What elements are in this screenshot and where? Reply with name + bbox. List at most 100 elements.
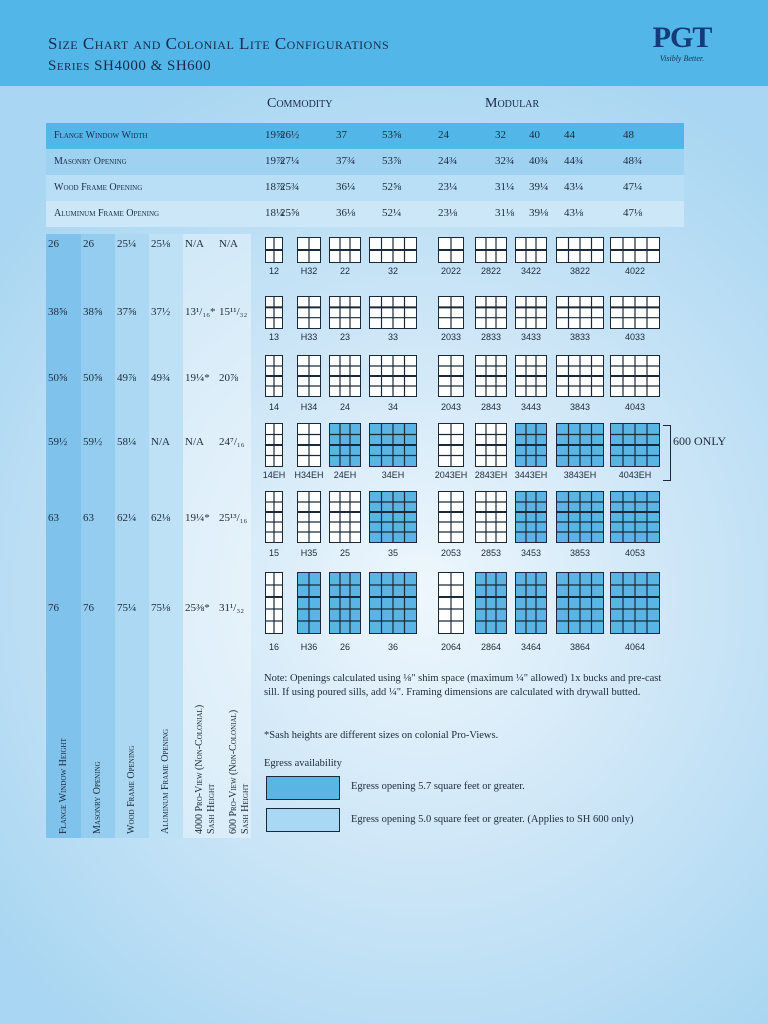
height-cell: 63 [83,512,94,524]
window-diagram [438,355,464,397]
height-cell: 76 [83,602,94,614]
window-diagram [297,237,321,263]
height-column: N/A 15¹¹/₃₂ 20⅞ 24⁷/₁₆ 25¹³/₁₆ 31¹/₃₂ 600 Pro-… [217,234,251,838]
egress-swatch-57 [266,776,340,800]
height-column: 25⅛ 37½ 49¾ N/A 62⅛ 75⅛ Aluminum Frame Opening [149,234,183,838]
window-code: 2853 [480,548,502,558]
window-code: 3843 [569,402,591,412]
width-cell: 19⅞ [265,155,285,167]
height-cell: 49¾ [151,372,171,384]
height-cell: 38⅝ [48,306,68,318]
window-code: 14EH [262,470,286,480]
height-cell: 25¹³/₁₆ [219,512,248,524]
window-diagram [515,423,547,467]
height-cell: N/A [185,436,204,448]
window-code: 3422 [520,266,542,276]
window-diagram [475,572,507,634]
height-cell: N/A [219,238,238,250]
window-code: 3864 [569,642,591,652]
height-cell: 38⅝ [83,306,103,318]
width-cell: 31⅛ [495,207,515,219]
window-diagram [265,237,283,263]
window-code: 2864 [480,642,502,652]
window-diagram [265,355,283,397]
window-diagram [329,296,361,329]
window-code: 13 [268,332,279,342]
window-code: H34 [300,402,318,412]
window-diagram [369,355,417,397]
height-cell: N/A [185,238,204,250]
width-cell: 32 [495,129,506,141]
height-cell: 13¹/₁₆* [185,306,216,318]
window-diagram [556,296,604,329]
width-cell: 40¾ [529,155,549,167]
window-diagram [329,572,361,634]
window-diagram [556,423,604,467]
window-code: 4053 [624,548,646,558]
header-bar [0,0,768,86]
window-code: 4033 [624,332,646,342]
width-row: Masonry Opening 19⅞ 27¼ 37¾ 53⅞ 24¾ 32¾ 40¾ 44¾ 4… [46,149,684,175]
window-code: 3433 [520,332,542,342]
width-cell: 18⅞ [265,181,285,193]
height-cell: 75¼ [117,602,137,614]
height-cell: 26 [48,238,59,250]
window-code: 34EH [381,470,405,480]
width-cell: 53⅝ [382,129,402,141]
width-cell: 47¼ [623,181,643,193]
window-code: 2043 [440,402,462,412]
window-code: 23 [339,332,350,342]
window-diagram [610,296,660,329]
window-code: 15 [268,548,279,558]
height-cell: 37½ [151,306,171,318]
window-diagram [475,423,507,467]
window-diagram [610,237,660,263]
window-diagram [265,491,283,543]
window-code: 25 [339,548,350,558]
window-diagram [265,296,283,329]
width-row-label: Wood Frame Opening [54,182,143,193]
window-diagram [610,423,660,467]
window-code: 26 [339,642,350,652]
window-code: 4043 [624,402,646,412]
window-diagram [329,237,361,263]
window-code: 4043EH [618,470,652,480]
width-cell: 27¼ [280,155,300,167]
height-cell: 15¹¹/₃₂ [219,306,248,318]
width-table: Flange Window Width 19⅝ 26½ 37 53⅝ 24 32 40 44 48… [46,123,684,227]
only-bracket [663,425,671,481]
window-code: 2843EH [474,470,508,480]
window-diagram [475,491,507,543]
only-label: 600 ONLY [673,434,727,448]
window-diagram [610,355,660,397]
width-cell: 24¾ [438,155,458,167]
window-diagram [297,355,321,397]
width-row: Aluminum Frame Opening 18¼ 25⅝ 36⅛ 52¼ 23⅛ 31⅛… [46,201,684,227]
window-diagram [369,423,417,467]
window-code: 3464 [520,642,542,652]
window-diagram [475,355,507,397]
window-code: H34EH [294,470,324,480]
window-diagram [297,491,321,543]
window-code: H32 [300,266,318,276]
width-cell: 48 [623,129,634,141]
window-diagram [329,423,361,467]
window-code: 24 [339,402,350,412]
window-diagram [556,491,604,543]
window-code: 16 [268,642,279,652]
window-diagram [610,572,660,634]
window-diagram [369,491,417,543]
egress-text-50: Egress opening 5.0 square feet or greate… [351,814,634,825]
window-diagram [297,423,321,467]
window-diagram [438,423,464,467]
page-title: Size Chart and Colonial Lite Configurati… [48,34,390,53]
width-cell: 23¼ [438,181,458,193]
window-diagram [515,491,547,543]
height-cell: 37⅝ [117,306,137,318]
height-column: 26 38⅝ 50⅝ 59½ 63 76 Flange Window Height [46,234,81,838]
window-diagram [438,572,464,634]
window-code: 22 [339,266,350,276]
width-cell: 31¼ [495,181,515,193]
height-cell: 50⅝ [48,372,68,384]
height-cell: 24⁷/₁₆ [219,436,245,448]
